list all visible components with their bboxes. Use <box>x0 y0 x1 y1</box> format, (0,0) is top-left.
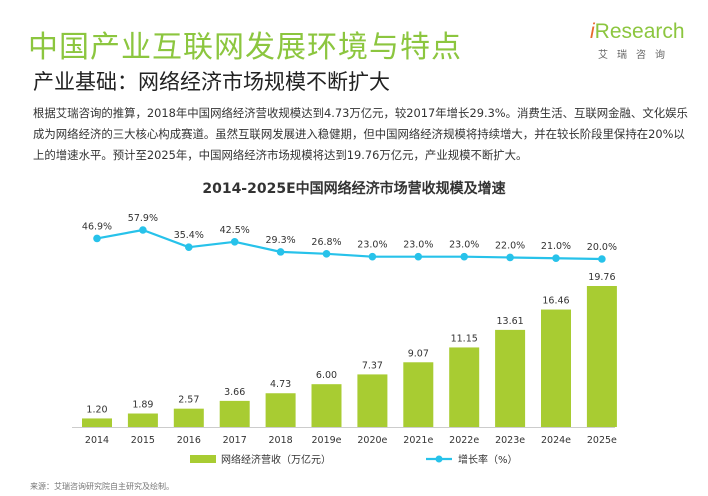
x-tick-label: 2021e <box>403 435 433 446</box>
bar-value-label: 6.00 <box>316 370 337 381</box>
bar-value-label: 7.37 <box>362 360 383 371</box>
legend-bar-label: 网络经济营收（万亿元） <box>221 453 331 466</box>
growth-rate-line <box>96 228 602 261</box>
growth-rate-point <box>93 234 101 243</box>
growth-rate-label: 29.3% <box>266 235 296 246</box>
growth-rate-label: 21.0% <box>541 241 571 252</box>
growth-rate-label: 42.5% <box>220 225 250 236</box>
growth-rate-label: 57.9% <box>128 213 158 224</box>
growth-rate-point <box>276 248 285 256</box>
x-tick-label: 2015 <box>131 435 155 446</box>
bar-value-label: 4.73 <box>270 379 291 390</box>
x-tick-label: 2018 <box>269 435 293 446</box>
growth-rate-point <box>414 252 423 261</box>
bar-value-label: 1.20 <box>86 404 107 415</box>
x-tick-label: 2025e <box>587 435 617 446</box>
source-note: 来源：艾瑞咨询研究院自主研究及绘制。 <box>30 482 174 491</box>
bar <box>403 362 434 427</box>
bar-value-label: 2.57 <box>178 395 199 406</box>
bar-value-label: 16.46 <box>542 296 569 307</box>
growth-rate-point <box>139 226 147 234</box>
logo-i: i <box>590 20 595 43</box>
legend-bar-swatch <box>190 455 216 463</box>
bar-value-label: 9.07 <box>408 348 429 359</box>
bar <box>311 384 342 427</box>
growth-rate-label: 26.8% <box>311 237 341 248</box>
growth-rate-label: 35.4% <box>174 230 204 241</box>
growth-rate-label: 22.0% <box>495 240 525 251</box>
page-subtitle: 产业基础：网络经济市场规模不断扩大 <box>33 70 390 94</box>
growth-rate-label: 23.0% <box>357 240 387 251</box>
chart-title: 2014-2025E中国网络经济市场营收规模及增速 <box>202 181 506 197</box>
x-tick-label: 2016 <box>177 435 201 446</box>
bar <box>127 413 158 427</box>
bar-value-label: 3.66 <box>224 387 245 398</box>
growth-rate-point <box>552 254 560 263</box>
bar-value-label: 11.15 <box>451 333 478 344</box>
logo-research: Research <box>594 20 685 43</box>
growth-rate-label: 20.0% <box>587 242 617 253</box>
bar-value-label: 1.89 <box>132 400 153 411</box>
intro-paragraph: 根据艾瑞咨询的推算，2018年中国网络经济营收规模达到4.73万亿元，较2017… <box>33 106 688 162</box>
growth-rate-label: 23.0% <box>403 240 433 251</box>
bar <box>357 374 388 427</box>
x-tick-label: 2020e <box>357 435 387 446</box>
bar <box>495 329 526 427</box>
x-tick-label: 2019e <box>311 435 341 446</box>
growth-rate-label: 46.9% <box>82 221 112 232</box>
bar <box>219 400 250 427</box>
bar <box>173 408 204 427</box>
x-tick-label: 2014 <box>85 435 109 446</box>
bar-value-label: 19.76 <box>588 272 615 283</box>
growth-rate-point <box>322 249 331 258</box>
growth-rate-point <box>368 252 377 261</box>
x-tick-label: 2024e <box>541 435 571 446</box>
x-tick-label: 2023e <box>495 435 525 446</box>
growth-rate-point <box>460 252 469 261</box>
bar <box>82 418 112 427</box>
bar <box>541 309 571 427</box>
bar <box>586 286 617 427</box>
page-title: 中国产业互联网发展环境与特点 <box>28 30 462 65</box>
legend-line-marker <box>435 455 443 463</box>
growth-rate-label: 23.0% <box>449 240 479 251</box>
iresearch-logo: iResearch 艾瑞咨询 <box>590 20 702 62</box>
x-tick-label: 2017 <box>223 435 247 446</box>
x-tick-label: 2022e <box>449 435 479 446</box>
legend-line-label: 增长率（%） <box>458 453 518 466</box>
growth-rate-point <box>185 243 193 252</box>
logo-chinese-name: 艾瑞咨询 <box>598 50 674 61</box>
growth-rate-point <box>506 253 514 262</box>
growth-rate-point <box>230 237 239 246</box>
bar <box>449 347 480 427</box>
logo-wordmark: iResearch <box>590 20 702 44</box>
bar-value-label: 13.61 <box>496 316 523 327</box>
bar <box>265 393 296 427</box>
growth-rate-point <box>598 255 606 263</box>
